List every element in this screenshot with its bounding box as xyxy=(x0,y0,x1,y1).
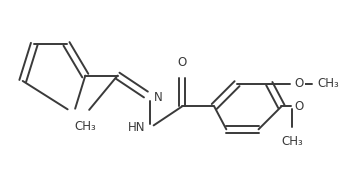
Text: CH₃: CH₃ xyxy=(282,135,303,148)
Text: CH₃: CH₃ xyxy=(318,77,339,90)
Text: O: O xyxy=(74,121,83,134)
Text: O: O xyxy=(177,56,186,69)
Text: CH₃: CH₃ xyxy=(74,120,96,133)
Text: HN: HN xyxy=(128,122,146,134)
Text: O: O xyxy=(294,100,304,113)
Text: N: N xyxy=(154,91,163,104)
Text: O: O xyxy=(294,77,304,90)
